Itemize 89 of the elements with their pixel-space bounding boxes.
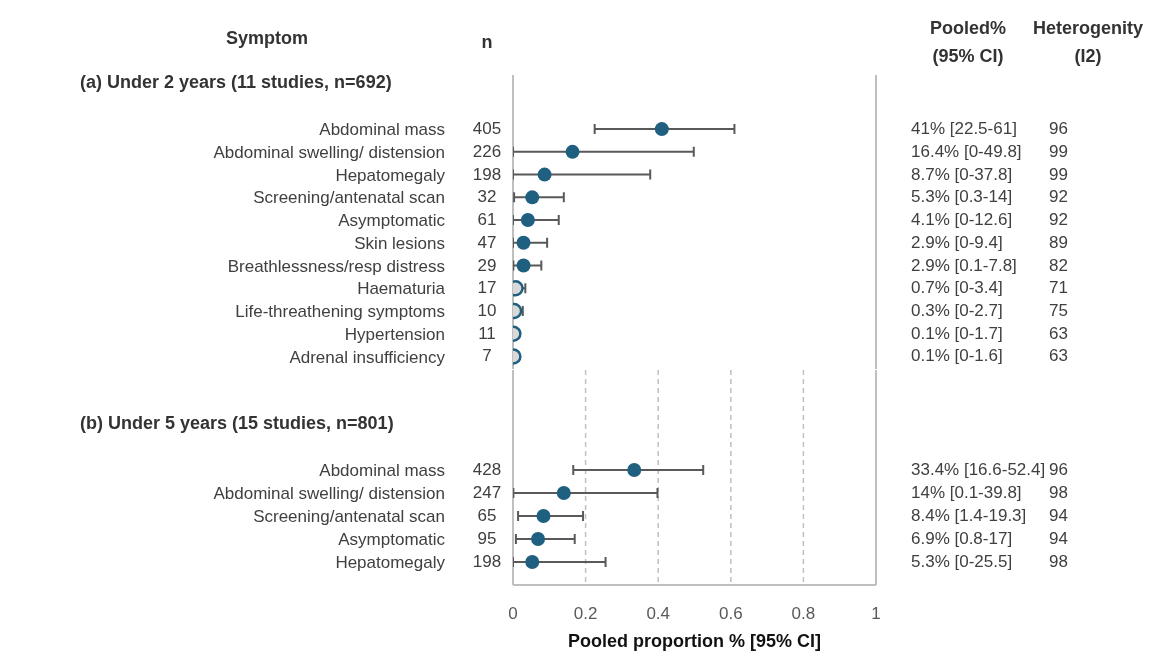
text: 32	[477, 187, 497, 208]
point	[565, 144, 580, 159]
x-axis-title: Pooled proportion % [95% CI]	[567, 631, 822, 651]
point	[525, 555, 540, 570]
y-tick-label: Hypertension	[344, 324, 445, 344]
text: 98	[1049, 552, 1068, 572]
text: 41% [22.5-61]	[911, 119, 1017, 140]
text: n	[481, 31, 493, 54]
text: 75	[1049, 301, 1068, 322]
text: 10	[477, 301, 497, 322]
point	[556, 486, 571, 501]
x-tick-label: 0.4	[646, 604, 671, 624]
text: 92	[1049, 187, 1068, 208]
y-tick-label: Abdominal swelling/ distension	[213, 484, 445, 504]
text: 95	[477, 529, 497, 549]
y-tick-label: Skin lesions	[354, 233, 445, 253]
text: 198	[472, 164, 502, 185]
text: 198	[472, 552, 502, 572]
text: 0.3% [0-2.7]	[911, 301, 1003, 322]
y-axis-title: Symptom	[225, 28, 309, 48]
y-tick-label: Abdominal swelling/ distension	[213, 142, 445, 162]
point	[531, 532, 546, 547]
text: 96	[1049, 119, 1068, 140]
point	[536, 509, 551, 524]
text: 5.3% [0.3-14]	[911, 187, 1013, 208]
text: 8.4% [1.4-19.3]	[911, 506, 1027, 527]
text: 99	[1049, 164, 1068, 185]
x-tick-label: 0.6	[718, 604, 743, 624]
text: 94	[1049, 529, 1068, 549]
text: 47	[477, 232, 497, 253]
x-tick-label: 0.8	[791, 604, 816, 624]
x-tick-label: 0	[508, 604, 518, 624]
text: 2.9% [0-9.4]	[911, 232, 1003, 253]
text: 99	[1049, 141, 1068, 162]
text: 98	[1049, 483, 1068, 504]
y-tick-label: Hepatomegaly	[335, 553, 446, 573]
y-tick-label: Screening/antenatal scan	[253, 188, 445, 208]
text: 8.7% [0-37.8]	[911, 164, 1013, 185]
y-tick-label: Asymptomatic	[338, 530, 446, 550]
text: 29	[477, 255, 497, 276]
text: 89	[1049, 232, 1068, 253]
y-tick-label: Life-threathening symptoms	[235, 302, 445, 322]
text: Heterogenity (I2)	[1032, 17, 1144, 68]
text: 14% [0.1-39.8]	[911, 483, 1022, 504]
text: 247	[472, 483, 502, 504]
text: (b) Under 5 years (15 studies, n=801)	[80, 413, 394, 433]
x-tick-label: 0.2	[573, 604, 598, 624]
text: 63	[1049, 323, 1068, 344]
text: 71	[1049, 278, 1068, 299]
text: (a) Under 2 years (11 studies, n=692)	[80, 72, 392, 92]
text: 16.4% [0-49.8]	[911, 141, 1022, 162]
point	[654, 122, 669, 137]
text: 4.1% [0-12.6]	[911, 210, 1013, 231]
text: 0.1% [0-1.6]	[911, 346, 1003, 367]
text: Pooled% (95% CI)	[929, 17, 1007, 68]
text: 33.4% [16.6-52.4]	[911, 460, 1046, 481]
text: 61	[477, 210, 497, 231]
point	[516, 235, 531, 250]
text: 0.1% [0-1.7]	[911, 323, 1003, 344]
text: 11	[478, 323, 496, 344]
text: 17	[477, 278, 497, 299]
y-tick-label: Hepatomegaly	[335, 165, 446, 185]
x-tick-label: 1	[871, 604, 881, 624]
y-tick-label: Breathlessness/resp distress	[227, 256, 445, 276]
point	[516, 258, 531, 273]
y-tick-label: Abdominal mass	[319, 461, 445, 481]
y-tick-label: Asymptomatic	[338, 211, 446, 231]
text: 82	[1049, 255, 1068, 276]
point	[520, 213, 535, 228]
y-tick-label: Screening/antenatal scan	[253, 507, 445, 527]
point	[525, 190, 540, 205]
y-tick-label: Adrenal insufficiency	[289, 347, 446, 367]
text: 63	[1049, 346, 1068, 367]
text: 96	[1049, 460, 1068, 481]
text: 428	[472, 460, 502, 481]
text: 7	[482, 346, 492, 367]
text: 2.9% [0.1-7.8]	[911, 255, 1017, 276]
text: 92	[1049, 210, 1068, 231]
text: 226	[472, 141, 502, 162]
text: 94	[1049, 506, 1068, 527]
text: 405	[472, 119, 502, 140]
text: 6.9% [0.8-17]	[911, 529, 1013, 549]
text: 65	[477, 506, 497, 527]
point	[537, 167, 552, 182]
point	[627, 463, 642, 478]
y-tick-label: Abdominal mass	[319, 120, 445, 140]
text: 0.7% [0-3.4]	[911, 278, 1003, 299]
text: 5.3% [0-25.5]	[911, 552, 1013, 572]
y-tick-label: Haematuria	[357, 279, 446, 299]
